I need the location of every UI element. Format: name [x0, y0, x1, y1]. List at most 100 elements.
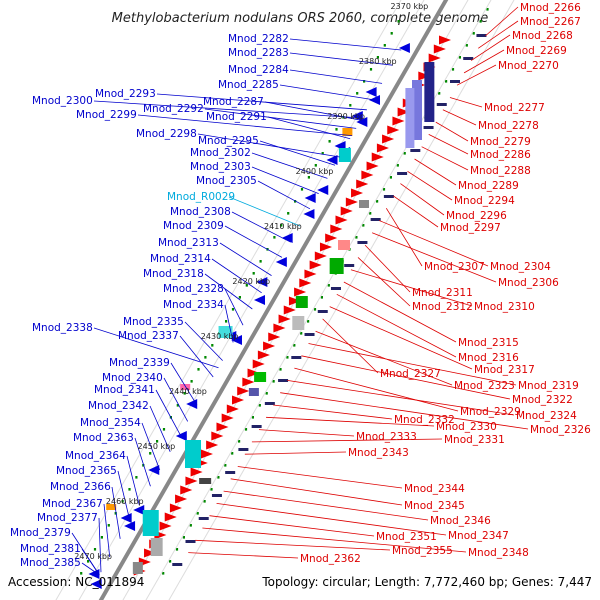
gene-label[interactable]: Mnod_2296 [446, 210, 507, 222]
feature-tick [370, 218, 381, 221]
gene-label[interactable]: Mnod_2285 [218, 79, 279, 91]
gene-label[interactable]: Mnod_2310 [474, 301, 535, 313]
scale-dot [397, 20, 400, 23]
leader-line [264, 101, 361, 121]
gene-label[interactable]: Mnod_2308 [170, 206, 231, 218]
gene-label[interactable]: Mnod_2316 [458, 352, 519, 364]
gene-label[interactable]: Mnod_2299 [76, 109, 137, 121]
gene-label[interactable]: Mnod_2347 [448, 530, 509, 542]
scale-label: 2400 kbp [296, 167, 334, 176]
gene-label[interactable]: Mnod_2309 [163, 220, 224, 232]
gene-label[interactable]: Mnod_2335 [123, 316, 184, 328]
gene-label[interactable]: Mnod_2289 [458, 180, 519, 192]
gene-label[interactable]: Mnod_2268 [512, 30, 573, 42]
reverse-gene-arrow [369, 95, 380, 105]
scale-dot [135, 476, 138, 479]
gene-label[interactable]: Mnod_2326 [530, 424, 591, 436]
gene-label[interactable]: Mnod_2355 [392, 545, 453, 557]
gene-label[interactable]: Mnod_2377 [37, 512, 98, 524]
gene-label[interactable]: Mnod_2313 [158, 237, 219, 249]
gene-label[interactable]: Mnod_2385 [20, 557, 81, 569]
reverse-gene-arrow [254, 295, 265, 305]
gene-label[interactable]: Mnod_2343 [348, 447, 409, 459]
scale-dot [245, 284, 248, 287]
gene-label[interactable]: Mnod_2288 [470, 165, 531, 177]
gene-label[interactable]: Mnod_2330 [436, 421, 497, 433]
gene-label[interactable]: Mnod_2287 [203, 96, 264, 108]
gene-label[interactable]: Mnod_2315 [458, 337, 519, 349]
gene-label[interactable]: Mnod_2305 [196, 175, 257, 187]
gene-label[interactable]: Mnod_2314 [150, 253, 211, 265]
gene-label[interactable]: Mnod_2364 [65, 450, 126, 462]
gene-label[interactable]: Mnod_2381 [20, 543, 81, 555]
gene-label[interactable]: Mnod_2291 [206, 111, 267, 123]
gene-label[interactable]: Mnod_2341 [94, 384, 155, 396]
gene-label[interactable]: Mnod_2379 [10, 527, 71, 539]
leader-line [336, 293, 457, 358]
gene-label[interactable]: Mnod_2297 [440, 222, 501, 234]
gene-label[interactable]: Mnod_2311 [412, 287, 473, 299]
gene-label[interactable]: Mnod_2306 [498, 277, 559, 289]
gene-label[interactable]: Mnod_2282 [228, 33, 289, 45]
gene-label[interactable]: Mnod_2333 [356, 431, 417, 443]
gene-label[interactable]: Mnod_2366 [50, 481, 111, 493]
gene-label[interactable]: Mnod_2351 [376, 531, 437, 543]
gene-label[interactable]: Mnod_2279 [470, 136, 531, 148]
gene-label[interactable]: Mnod_2365 [56, 465, 117, 477]
gene-label[interactable]: Mnod_2329 [460, 406, 521, 418]
gene-label[interactable]: Mnod_2346 [430, 515, 491, 527]
gene-label[interactable]: Mnod_2323 [454, 380, 515, 392]
gene-label[interactable]: Mnod_2266 [520, 2, 581, 14]
gene-label[interactable]: Mnod_2327 [380, 368, 441, 380]
gene-label[interactable]: Mnod_2304 [490, 261, 551, 273]
gene-label[interactable]: Mnod_2339 [109, 357, 170, 369]
gene-label[interactable]: Mnod_2337 [118, 330, 179, 342]
gene-label[interactable]: Mnod_2317 [474, 364, 535, 376]
scale-dot [479, 20, 482, 23]
gene-label[interactable]: Mnod_2348 [468, 547, 529, 559]
gene-label[interactable]: Mnod_2269 [506, 45, 567, 57]
gene-label[interactable]: Mnod_2363 [73, 432, 134, 444]
scale-dot [121, 500, 124, 503]
gene-label[interactable]: Mnod_2292 [143, 103, 204, 115]
forward-gene-arrow [247, 368, 260, 378]
gene-label[interactable]: Mnod_2300 [32, 95, 93, 107]
gene-label[interactable]: Mnod_2354 [80, 417, 141, 429]
gene-label[interactable]: Mnod_2267 [520, 16, 581, 28]
gene-label[interactable]: Mnod_2286 [470, 149, 531, 161]
gene-label[interactable]: Mnod_2278 [478, 120, 539, 132]
gene-block [185, 440, 201, 468]
gene-label[interactable]: Mnod_2270 [498, 60, 559, 72]
gene-label[interactable]: Mnod_2294 [454, 195, 515, 207]
gene-label[interactable]: Mnod_2331 [444, 434, 505, 446]
gene-label[interactable]: Mnod_2283 [228, 47, 289, 59]
gene-block [342, 128, 353, 136]
scale-dot [169, 560, 172, 563]
gene-label[interactable]: Mnod_2344 [404, 483, 465, 495]
gene-label[interactable]: Mnod_2318 [143, 268, 204, 280]
gene-label[interactable]: Mnod_2362 [300, 553, 361, 565]
gene-label[interactable]: Mnod_2319 [518, 380, 579, 392]
gene-label[interactable]: Mnod_2322 [512, 394, 573, 406]
rna-label[interactable]: Mnod_R0029 [167, 191, 235, 203]
gene-label[interactable]: Mnod_2367 [42, 498, 103, 510]
gene-label[interactable]: Mnod_2295 [198, 135, 259, 147]
gene-label[interactable]: Mnod_2342 [88, 400, 149, 412]
gene-label[interactable]: Mnod_2332 [394, 414, 455, 426]
gene-label[interactable]: Mnod_2338 [32, 322, 93, 334]
leader-line [259, 140, 336, 166]
gene-label[interactable]: Mnod_2312 [412, 301, 473, 313]
gene-label[interactable]: Mnod_2324 [516, 410, 577, 422]
gene-label[interactable]: Mnod_2328 [163, 283, 224, 295]
gene-label[interactable]: Mnod_2334 [163, 299, 224, 311]
gene-label[interactable]: Mnod_2307 [424, 261, 485, 273]
forward-gene-arrow [175, 494, 188, 504]
gene-label[interactable]: Mnod_2277 [484, 102, 545, 114]
gene-label[interactable]: Mnod_2302 [190, 147, 251, 159]
gene-label[interactable]: Mnod_2303 [190, 161, 251, 173]
gene-label[interactable]: Mnod_2284 [228, 64, 289, 76]
gene-label[interactable]: Mnod_2293 [95, 88, 156, 100]
gene-label[interactable]: Mnod_2345 [404, 500, 465, 512]
gene-label[interactable]: Mnod_2298 [136, 128, 197, 140]
gene-label[interactable]: Mnod_2340 [102, 372, 163, 384]
